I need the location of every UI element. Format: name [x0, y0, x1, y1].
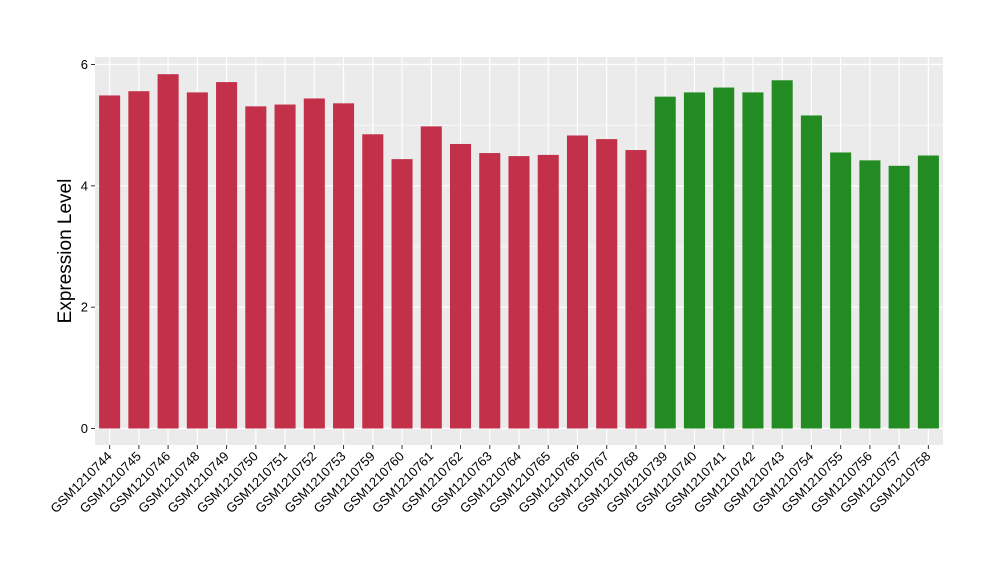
- bar: [888, 165, 910, 429]
- bar: [303, 98, 325, 429]
- bar: [683, 92, 705, 429]
- y-axis-title: Expression Level: [55, 179, 76, 324]
- bar: [274, 104, 296, 429]
- bar: [596, 139, 618, 429]
- bar: [449, 143, 472, 429]
- bar: [479, 153, 501, 429]
- bar: [654, 96, 676, 429]
- y-tick-label: 4: [81, 178, 88, 193]
- bar: [771, 80, 793, 429]
- bar: [859, 160, 881, 429]
- bar: [157, 74, 179, 429]
- y-axis: 0 2 4 6: [81, 57, 95, 436]
- y-tick-label: 6: [81, 57, 88, 72]
- bar: [420, 126, 442, 429]
- bar: [216, 82, 238, 429]
- bar: [566, 135, 589, 429]
- bar: [362, 134, 384, 429]
- y-tick-label: 2: [81, 300, 88, 315]
- bar: [128, 91, 150, 429]
- bar: [186, 92, 208, 429]
- bar: [391, 159, 413, 429]
- x-axis: GSM1210744GSM1210745GSM1210746GSM1210748…: [47, 445, 934, 516]
- bar: [800, 115, 822, 429]
- y-tick-label: 0: [81, 421, 88, 436]
- bar: [713, 87, 735, 429]
- bar: [917, 155, 939, 429]
- bar: [99, 95, 121, 429]
- bar: [830, 152, 852, 429]
- bar: [537, 154, 559, 429]
- bar: [742, 92, 764, 429]
- bar: [625, 150, 647, 429]
- bar: [333, 103, 355, 429]
- bar: [508, 156, 530, 429]
- bar: [245, 106, 267, 429]
- bars: [99, 74, 939, 429]
